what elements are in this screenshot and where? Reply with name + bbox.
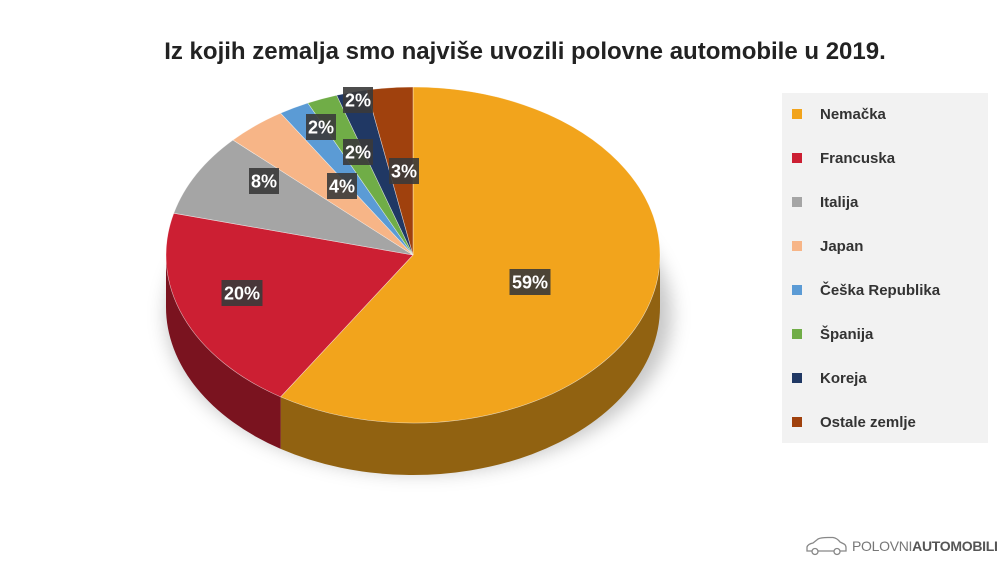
brand-text-light: POLOVNI — [852, 538, 913, 554]
legend-swatch-nemacka — [792, 109, 802, 119]
pie-slice-francuska — [165, 212, 414, 398]
legend-label-koreja: Koreja — [820, 369, 867, 387]
data-label-box-francuska — [221, 280, 263, 306]
legend-item-spanija: Španija — [792, 323, 873, 345]
legend-item-koreja: Koreja — [792, 367, 867, 389]
legend-item-ostale-zemlje: Ostale zemlje — [792, 411, 916, 433]
data-label-box-italija — [249, 168, 279, 194]
legend-label-ostale-zemlje: Ostale zemlje — [820, 413, 916, 431]
legend-swatch-italija — [792, 197, 802, 207]
legend-item-francuska: Francuska — [792, 147, 895, 169]
data-label-japan: 4% — [327, 173, 357, 199]
legend-label-francuska: Francuska — [820, 149, 896, 167]
data-label-box-nemacka — [509, 269, 551, 295]
pie-slice-italija — [173, 139, 414, 256]
chart-title: Iz kojih zemalja smo najviše uvozili pol… — [164, 38, 886, 65]
pie-side-nemacka — [280, 255, 660, 475]
data-label-box-koreja — [343, 87, 373, 113]
data-label-box-spanija — [343, 139, 373, 165]
pie-side-walls — [166, 255, 660, 475]
data-label-francuska: 20% — [221, 280, 263, 306]
pie-data-labels: 59% 20% 8% 4% 2% 2% 2% 3% — [221, 87, 551, 306]
data-label-spanija: 2% — [343, 139, 373, 165]
legend-label-italija: Italija — [820, 193, 859, 211]
data-label-box-ostale-zemlje — [389, 158, 419, 184]
legend-swatch-koreja — [792, 373, 802, 383]
legend-swatch-francuska — [792, 153, 802, 163]
car-icon — [806, 536, 847, 556]
pie-side-francuska — [166, 255, 281, 449]
data-label-text-spanija: 2% — [345, 143, 371, 163]
data-label-koreja: 2% — [343, 87, 373, 113]
legend-item-japan: Japan — [792, 235, 863, 257]
data-label-text-francuska: 20% — [224, 284, 260, 304]
data-label-text-japan: 4% — [329, 177, 355, 197]
data-label-text-ceska-republika: 2% — [308, 118, 334, 138]
data-label-ostale-zemlje: 3% — [389, 158, 419, 184]
legend: Nemačka Francuska Italija Japan Češka Republ… — [782, 93, 988, 443]
data-label-text-koreja: 2% — [345, 91, 371, 111]
legend-item-ceska-republika: Češka Republika — [792, 279, 940, 301]
brand-text-bold: AUTOMOBILI — [912, 538, 998, 554]
legend-swatch-ostale-zemlje — [792, 417, 802, 427]
data-label-ceska-republika: 2% — [306, 114, 336, 140]
legend-swatch-ceska-republika — [792, 285, 802, 295]
legend-label-ceska-republika: Češka Republika — [820, 281, 941, 299]
data-label-text-italija: 8% — [251, 172, 277, 192]
data-label-text-ostale-zemlje: 3% — [391, 162, 417, 182]
brand-logo: POLOVNI AUTOMOBILI — [804, 536, 998, 556]
legend-label-nemacka: Nemačka — [820, 105, 886, 123]
legend-item-italija: Italija — [792, 191, 858, 213]
data-label-italija: 8% — [249, 168, 279, 194]
legend-label-japan: Japan — [820, 237, 864, 255]
data-label-box-ceska-republika — [306, 114, 336, 140]
data-label-nemacka: 59% — [509, 269, 551, 295]
data-label-box-japan — [327, 173, 357, 199]
legend-item-nemacka: Nemačka — [792, 103, 886, 125]
legend-label-spanija: Španija — [820, 325, 874, 343]
data-label-text-nemacka: 59% — [512, 273, 548, 293]
pie-top-faces — [165, 86, 661, 424]
pie-slice-nemacka — [280, 86, 661, 424]
legend-swatch-spanija — [792, 329, 802, 339]
legend-swatch-japan — [792, 241, 802, 251]
